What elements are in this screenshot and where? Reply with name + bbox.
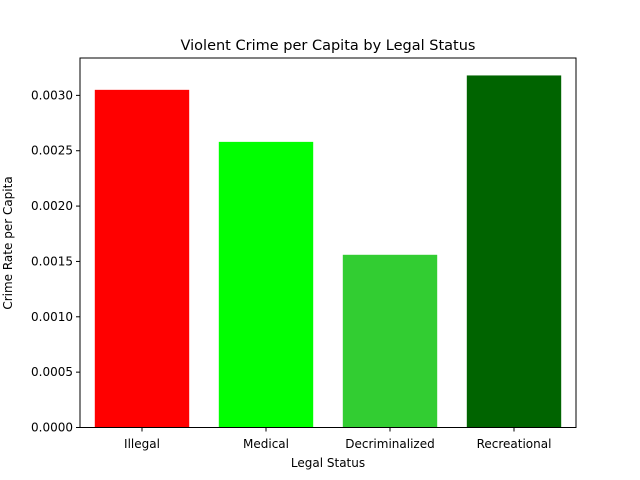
y-tick-label: 0.0025 [31, 144, 73, 158]
x-tick-label: Decriminalized [345, 437, 434, 451]
bar-illegal [94, 89, 190, 428]
y-axis-label: Crime Rate per Capita [1, 176, 15, 309]
y-tick-label: 0.0030 [31, 88, 73, 102]
x-axis-label: Legal Status [291, 456, 365, 470]
plot-frame [79, 57, 577, 428]
bar-decriminalized [342, 254, 438, 428]
x-tick-label: Recreational [477, 437, 552, 451]
y-tick-label: 0.0015 [31, 254, 73, 268]
x-tick-label: Illegal [124, 437, 160, 451]
y-tick-label: 0.0000 [31, 421, 73, 435]
y-tick-label: 0.0020 [31, 199, 73, 213]
x-tick-label: Medical [243, 437, 289, 451]
chart-title: Violent Crime per Capita by Legal Status [181, 38, 476, 54]
bar-medical [218, 141, 314, 428]
y-tick-label: 0.0005 [31, 365, 73, 379]
y-axis: 0.0000 0.0005 0.0010 0.0015 0.0020 0.0025 0.00… [31, 88, 80, 435]
y-tick-label: 0.0010 [31, 310, 73, 324]
x-axis: Illegal Medical Decriminalized Recreational [124, 427, 552, 451]
bars-group [94, 75, 562, 428]
bar-recreational [466, 75, 562, 428]
